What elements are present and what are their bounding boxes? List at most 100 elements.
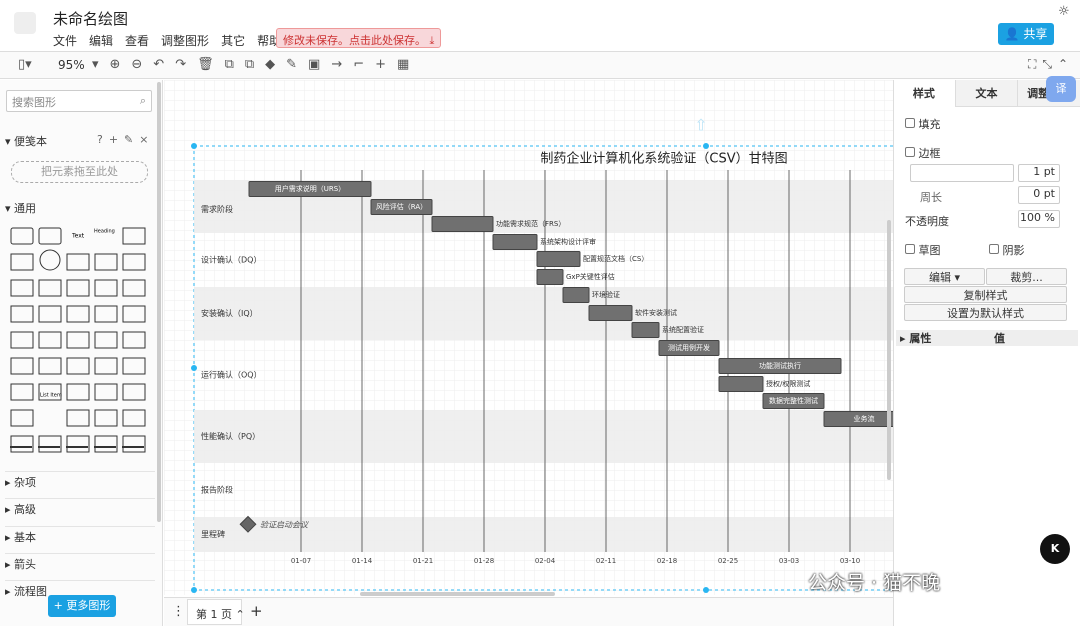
shape-icon [122, 435, 146, 453]
stroke-width[interactable]: 1 pt [1018, 164, 1060, 182]
scratchpad-title: 便笺本 [14, 135, 48, 148]
phase-label: 设计确认（DQ） [201, 255, 261, 265]
date-label: 02-11 [596, 557, 616, 565]
milestone-label: 验证启动会议 [260, 521, 309, 530]
section-title: 基本 [14, 531, 37, 544]
section-header[interactable]: ▸ 基本 [5, 526, 155, 545]
shape-icon [94, 279, 118, 297]
shape-icon [38, 227, 62, 245]
handle [191, 587, 197, 593]
sketch-option[interactable]: 草图 [905, 242, 941, 258]
stroke-option[interactable]: 边框 [905, 145, 941, 161]
task-label: 业务流 [854, 414, 875, 423]
default-style-button[interactable]: 设置为默认样式 [904, 304, 1067, 321]
shadow-label: 阴影 [1002, 244, 1025, 257]
date-label: 01-21 [413, 557, 433, 565]
theme-icon[interactable]: ☼ [1058, 4, 1070, 19]
shape-icon [10, 357, 34, 375]
handle [703, 587, 709, 593]
shape-icon [10, 383, 34, 401]
shadow-option[interactable]: 阴影 [989, 242, 1025, 258]
menu-item[interactable]: 其它 [221, 34, 246, 48]
opacity-value[interactable]: 100 % [1018, 210, 1060, 228]
shape-icon [66, 435, 90, 453]
sidebar-scrollbar [157, 82, 161, 522]
perimeter-label: 周长 [920, 191, 942, 204]
search-placeholder: 搜索图形 [12, 96, 56, 109]
menu-bar: 文件 编辑 查看 调整图形 其它 帮助 [53, 32, 281, 49]
file-title[interactable]: 未命名绘图 [53, 10, 129, 28]
section-header[interactable]: ▸ 流程图 [5, 580, 155, 599]
logo [14, 12, 36, 34]
menu-item[interactable]: 文件 [53, 34, 78, 48]
section-header[interactable]: ▸ 箭头 [5, 553, 155, 572]
panel-tab[interactable]: 样式 [912, 87, 935, 100]
search-box[interactable]: 搜索图形 ⌕ [6, 90, 152, 112]
shape-icon [66, 253, 90, 271]
menu-item[interactable]: 帮助 [257, 34, 282, 48]
translate-badge[interactable]: 译 [1046, 76, 1076, 102]
shape-label: Text [71, 233, 85, 240]
edit-button[interactable]: 编辑 ▾ [904, 268, 985, 285]
menu-item[interactable]: 调整图形 [161, 34, 210, 48]
shape-label: Heading [94, 229, 115, 235]
shape-icon [10, 253, 34, 271]
add-page[interactable]: + [250, 602, 263, 620]
phase-label: 报告阶段 [201, 485, 233, 495]
task-bar [562, 287, 590, 303]
drop-zone[interactable]: 把元素拖至此处 [11, 161, 148, 183]
toolbar-right: ⛶⤡⌃ [1028, 57, 1075, 71]
menu-item[interactable]: 编辑 [89, 34, 114, 48]
date-label: 02-25 [718, 557, 738, 565]
share-button[interactable]: 👤 共享 [998, 23, 1054, 45]
shape-icon [10, 409, 34, 427]
crop-button[interactable]: 裁剪... [986, 268, 1067, 285]
task-bar [658, 340, 720, 356]
handle [191, 365, 197, 371]
shape-icon [38, 435, 62, 453]
share-text: 共享 [1023, 27, 1048, 41]
shape-icon [66, 305, 90, 323]
task-bar [431, 216, 494, 232]
date-label: 01-28 [474, 557, 494, 565]
property-label: 属性 [909, 332, 932, 345]
perimeter-width[interactable]: 0 pt [1018, 186, 1060, 204]
shape-icon [38, 305, 62, 323]
milestone [239, 515, 257, 533]
shape-icon [66, 409, 90, 427]
shape-icon [122, 227, 146, 245]
shape-icon [10, 227, 34, 245]
shape-icon [122, 383, 146, 401]
page-tab[interactable]: 第 1 页 ⌃ [187, 599, 245, 625]
more-shapes-button[interactable]: + 更多图形 [48, 595, 116, 617]
shape-icon [94, 331, 118, 349]
stroke-label: 边框 [918, 147, 941, 160]
section-title: 箭头 [14, 558, 37, 571]
menu-item[interactable]: 查看 [125, 34, 150, 48]
task-label: 授权/权限测试 [766, 379, 810, 388]
task-label: 功能测试执行 [759, 361, 801, 370]
page-menu[interactable]: ⋮ [172, 604, 185, 619]
sidebar [0, 80, 163, 626]
panel-tab[interactable]: 文本 [954, 80, 1018, 107]
task-label: GxP关键性评估 [566, 272, 615, 281]
section-header[interactable]: ▸ 杂项 [5, 471, 155, 490]
task-bar [536, 269, 564, 285]
v-scrollbar [887, 220, 891, 480]
unsaved-notice[interactable]: 修改未保存。点击此处保存。 ⤓ [276, 28, 442, 48]
section-header[interactable]: ▾ 通用 [5, 202, 37, 215]
task-label: 配置规范文档（CS） [583, 254, 648, 263]
fill-option[interactable]: 填充 [905, 116, 941, 132]
copy-style-button[interactable]: 复制样式 [904, 286, 1067, 303]
zoom[interactable]: 95% [58, 58, 85, 72]
drop-hint: 把元素拖至此处 [41, 165, 118, 178]
line-style[interactable] [910, 164, 1014, 182]
shape-icon [10, 435, 34, 453]
scratchpad-header[interactable]: ▾ 便笺本 ?+✎× [5, 133, 155, 148]
shape-icon [122, 357, 146, 375]
section-header[interactable]: ▸ 高级 [5, 498, 155, 517]
task-label: 软件安装测试 [635, 308, 677, 317]
arrow-handle: ⇧ [694, 116, 707, 135]
shape-icon [38, 383, 62, 401]
shape-icon [66, 331, 90, 349]
